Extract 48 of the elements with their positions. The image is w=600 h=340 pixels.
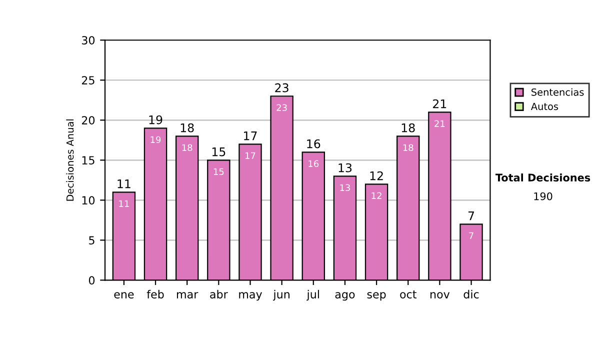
data-label: 18: [182, 144, 192, 152]
y-tick-label: 5: [89, 236, 94, 245]
data-label: 11: [119, 200, 129, 207]
x-tick-label: jun: [273, 290, 290, 301]
data-label: 18: [403, 144, 414, 152]
total-label: 19: [149, 115, 162, 124]
legend-label: Sentencias: [532, 88, 584, 96]
y-tick-label: 0: [88, 276, 95, 285]
x-tick-label: feb: [146, 290, 164, 298]
text: 190: [534, 192, 552, 200]
x-tick-label: mar: [177, 292, 198, 298]
data-label: 7: [469, 232, 474, 239]
total-label: 18: [402, 123, 415, 132]
text: Total Decisiones: [495, 173, 590, 182]
total-label: 12: [370, 171, 383, 180]
data-label: 17: [245, 152, 256, 159]
x-tick-label: ago: [335, 292, 355, 301]
y-tick-label: 10: [82, 196, 95, 205]
data-label: 21: [434, 120, 445, 127]
x-tick-label: jul: [306, 290, 319, 301]
x-tick-label: ene: [114, 292, 134, 298]
data-label: 19: [150, 136, 161, 144]
total-label: 18: [180, 123, 194, 132]
x-tick-label: nov: [430, 292, 450, 298]
total-label: 21: [433, 99, 446, 108]
x-tick-label: may: [239, 292, 262, 301]
total-label: 17: [244, 131, 257, 140]
total-label: 11: [118, 179, 130, 188]
y-tick-label: 15: [82, 156, 94, 165]
data-label: 13: [340, 184, 350, 192]
total-label: 13: [338, 163, 352, 172]
total-label: 15: [212, 147, 226, 156]
data-label: 16: [308, 160, 319, 168]
x-tick-label: dic: [464, 290, 479, 298]
x-tick-label: oct: [400, 290, 416, 298]
x-tick-label: abr: [210, 290, 228, 298]
y-tick-label: 25: [82, 76, 94, 85]
total-label: 7: [468, 211, 474, 220]
data-label: 23: [276, 104, 287, 112]
y-tick-label: 30: [82, 36, 95, 44]
total-label: 16: [307, 139, 320, 148]
data-label: 15: [214, 168, 224, 176]
y-axis-title: Decisiones Anual: [66, 119, 74, 201]
x-tick-label: sep: [367, 292, 386, 301]
data-label: 12: [372, 192, 382, 199]
y-tick-label: 20: [82, 116, 95, 125]
total-label: 23: [275, 83, 288, 92]
legend-label: Autos: [530, 102, 558, 110]
